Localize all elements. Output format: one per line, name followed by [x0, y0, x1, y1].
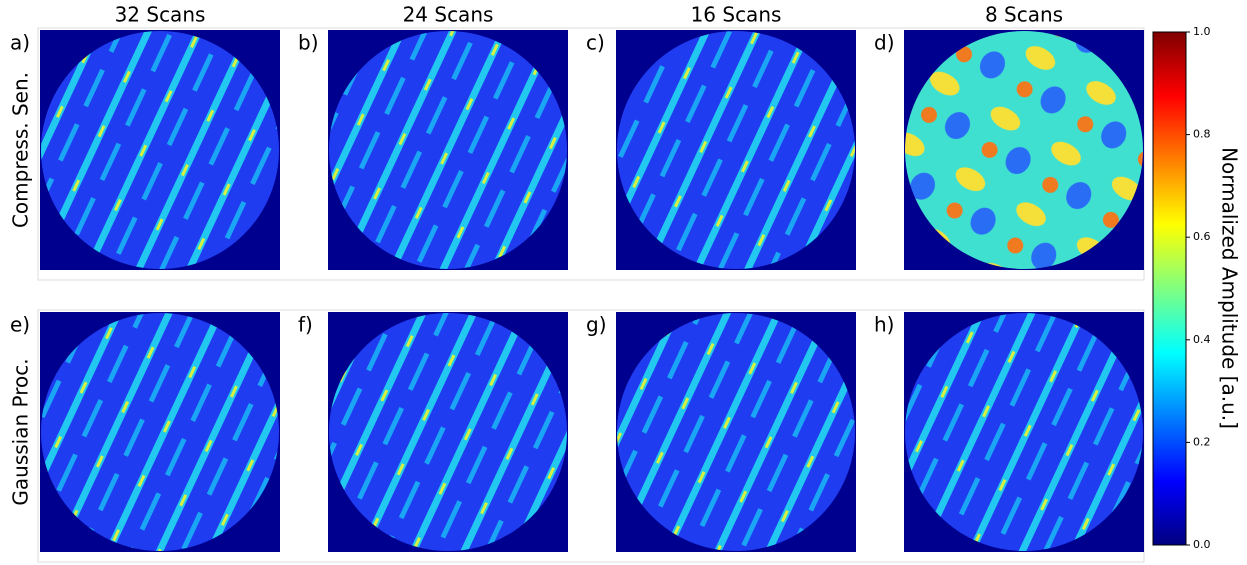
heatmap-image: [329, 313, 567, 551]
panel-label: d): [874, 31, 895, 55]
figure: Normalized Amplitude [a.u.] 32 Scans 24 S…: [0, 0, 1247, 565]
panels: [38, 28, 1144, 562]
heatmap-image: [905, 313, 1143, 551]
heatmap-image: [905, 31, 1143, 269]
colorbar-tick-label: 1.0: [1193, 25, 1211, 38]
row-label: Gaussian Proc.: [9, 358, 33, 505]
row-label: Compress. Sen.: [9, 72, 33, 228]
colorbar: [1153, 32, 1186, 545]
panel-label: f): [298, 313, 313, 337]
panel-label: a): [10, 31, 30, 55]
heatmap-image: [41, 31, 279, 269]
colorbar-tick-label: 0.0: [1193, 538, 1211, 551]
panel-label: c): [586, 31, 605, 55]
colorbar-tick-label: 0.6: [1193, 230, 1211, 243]
colorbar-tick-label: 0.2: [1193, 435, 1211, 448]
heatmap-image: [41, 313, 279, 551]
column-title: 24 Scans: [403, 3, 494, 27]
colorbar-tick-label: 0.8: [1193, 128, 1211, 141]
heatmap-image: [617, 31, 855, 269]
column-title: 16 Scans: [691, 3, 782, 27]
colorbar-label: Normalized Amplitude [a.u.]: [1218, 147, 1242, 429]
panel-label: h): [874, 313, 894, 337]
panel-label: b): [298, 31, 319, 55]
column-title: 32 Scans: [115, 3, 206, 27]
colorbar-tick-label: 0.4: [1193, 333, 1211, 346]
column-title: 8 Scans: [985, 3, 1063, 27]
heatmap-image: [329, 31, 567, 269]
heatmap-image: [617, 313, 855, 551]
panel-label: g): [586, 313, 607, 337]
panel-label: e): [10, 313, 30, 337]
